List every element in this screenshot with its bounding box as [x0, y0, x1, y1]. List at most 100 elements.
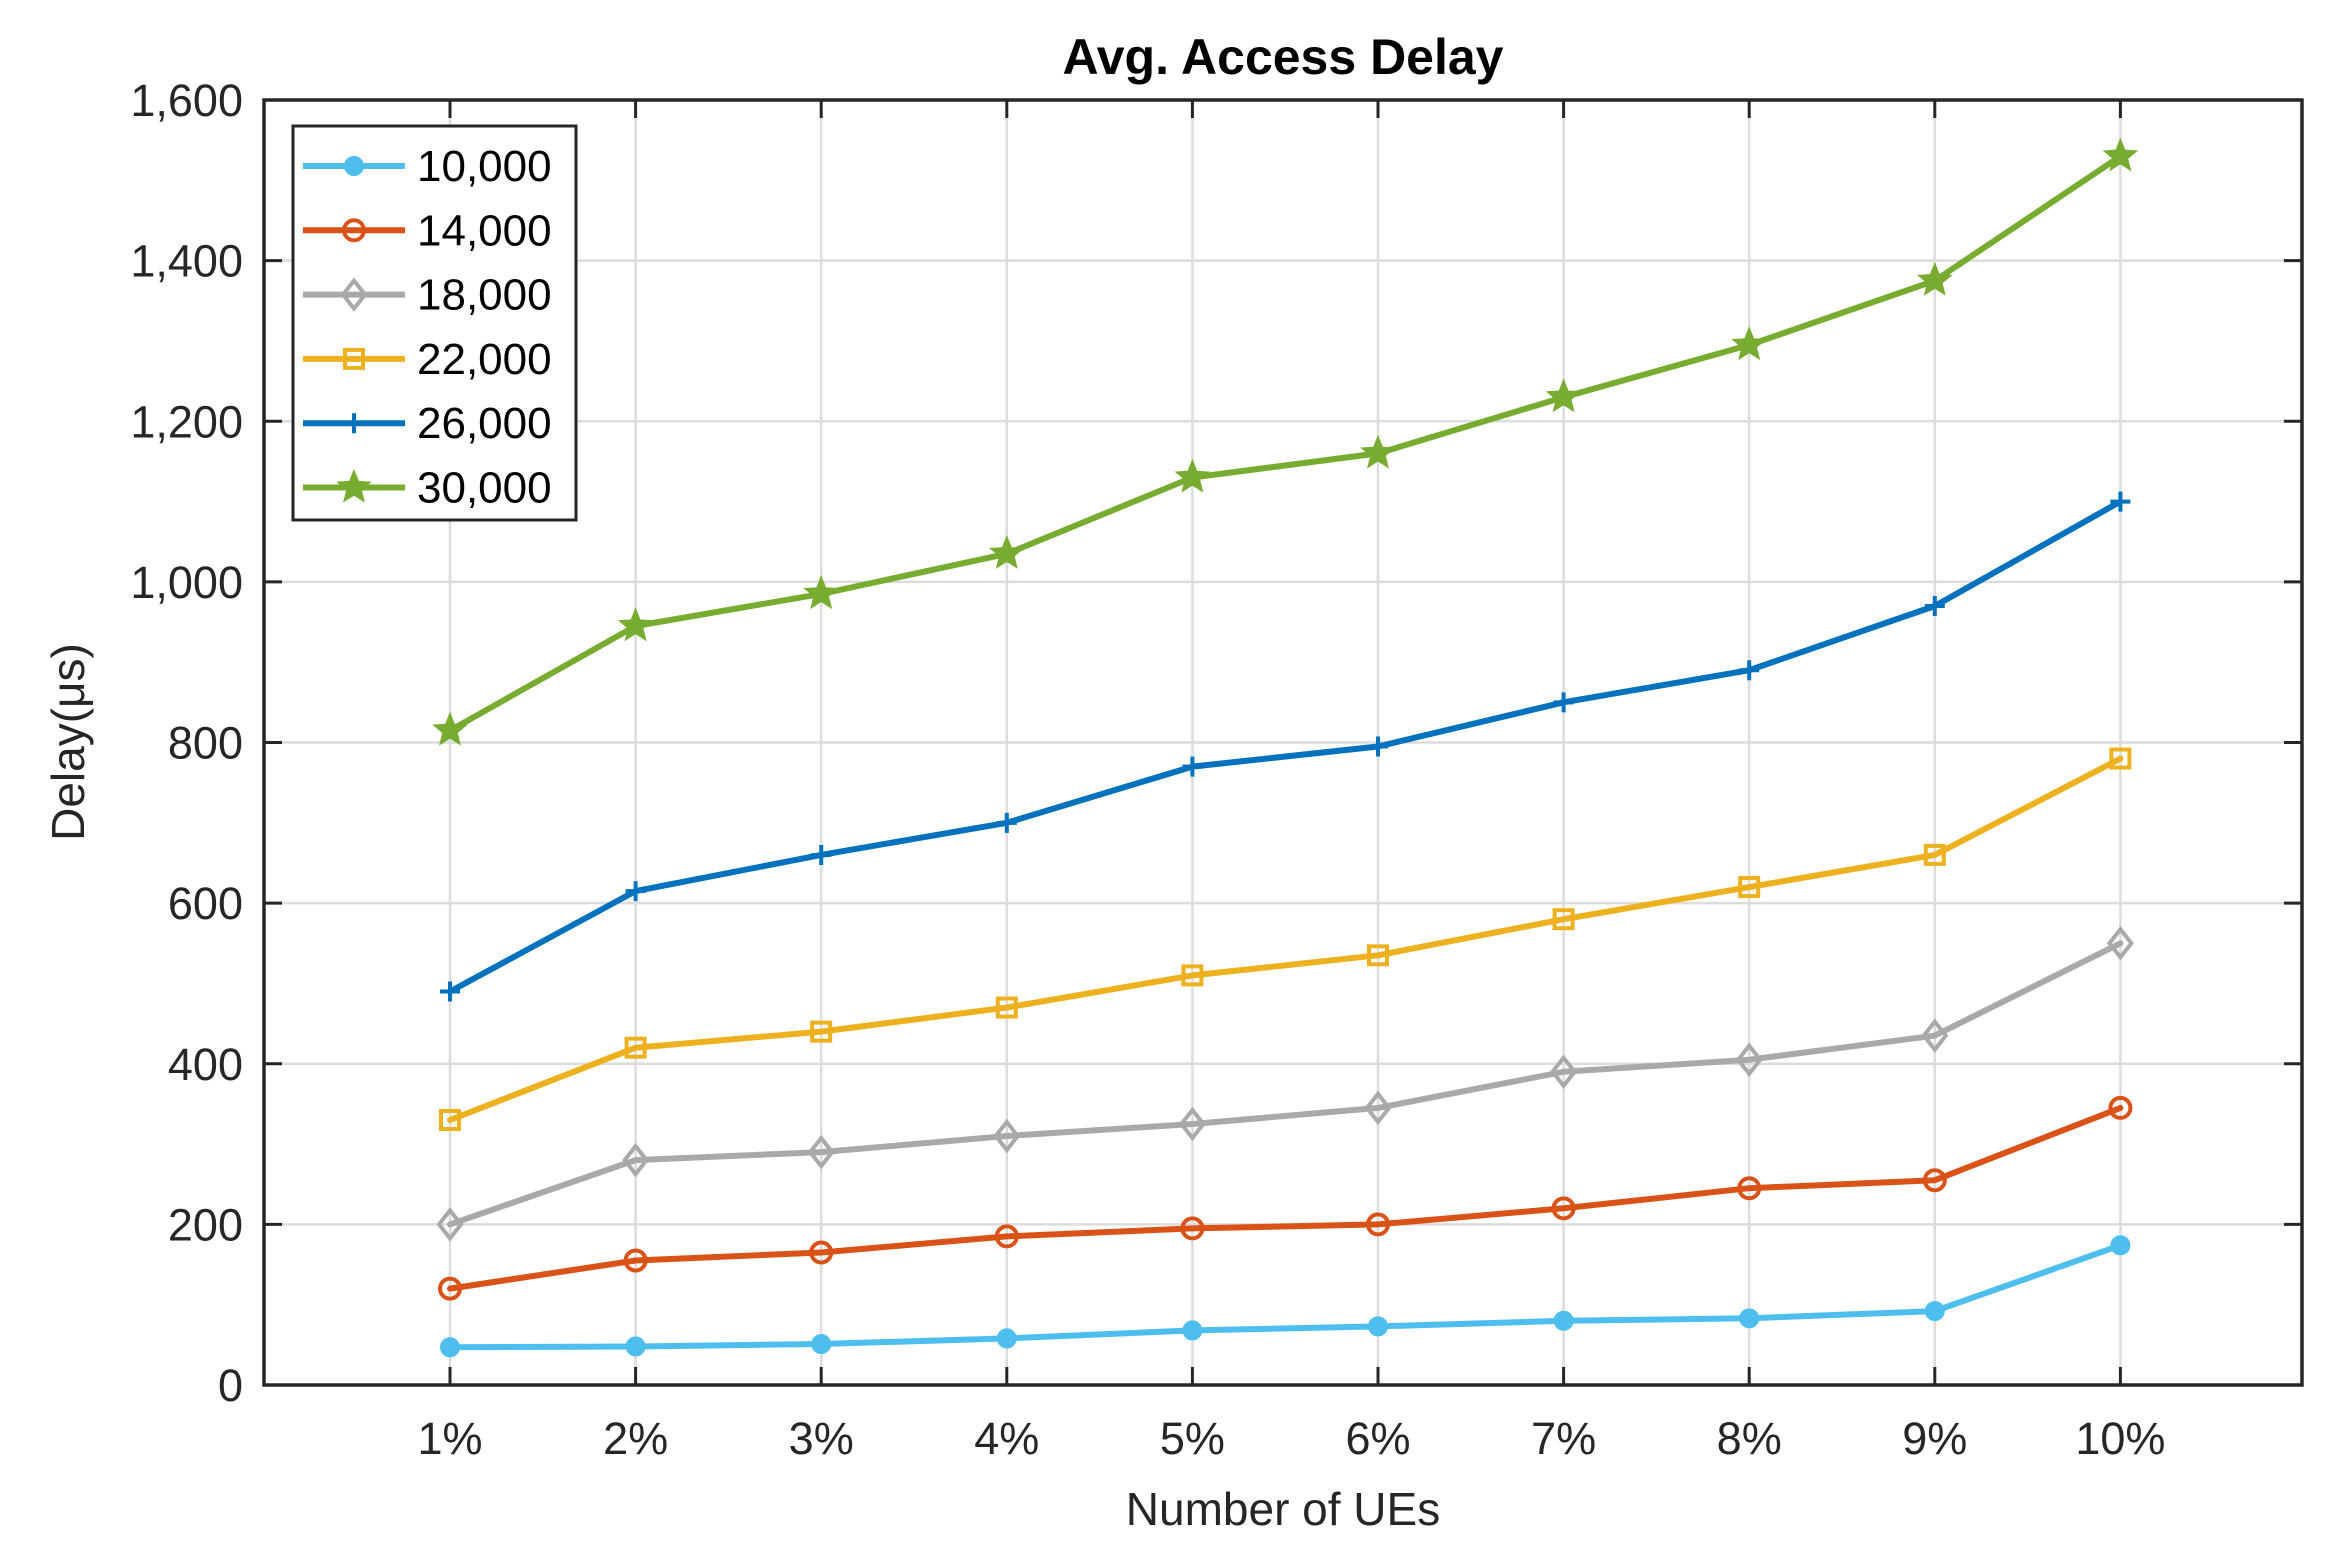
- x-tick-label: 10%: [2075, 1413, 2165, 1464]
- data-point: [1368, 1316, 1388, 1337]
- data-point: [432, 711, 468, 746]
- legend-label: 18,000: [417, 271, 552, 320]
- data-point: [809, 1240, 834, 1265]
- data-point: [1182, 756, 1203, 777]
- data-point: [625, 881, 646, 902]
- x-tick-label: 3%: [789, 1413, 854, 1464]
- data-point: [1924, 1301, 1945, 1322]
- data-point: [342, 218, 366, 243]
- data-point: [1545, 378, 1582, 413]
- data-point: [989, 535, 1025, 569]
- data-point: [1731, 326, 1767, 361]
- legend-label: 14,000: [417, 206, 552, 255]
- legend-item: 14,000: [303, 206, 552, 255]
- x-tick-label: 4%: [974, 1413, 1039, 1464]
- data-point: [1917, 261, 1953, 296]
- legend-item: 18,000: [303, 271, 552, 320]
- data-point: [1739, 1308, 1760, 1329]
- x-tick-label: 2%: [603, 1413, 668, 1464]
- legend-item: 22,000: [303, 335, 552, 384]
- x-tick-label: 9%: [1902, 1413, 1967, 1464]
- data-point: [336, 468, 372, 503]
- data-point: [1552, 908, 1575, 931]
- data-point: [2110, 1235, 2131, 1256]
- data-point: [440, 1337, 460, 1358]
- data-point: [344, 156, 364, 176]
- series-line: [447, 940, 2124, 1228]
- data-point: [1360, 434, 1396, 469]
- data-point: [436, 1207, 464, 1242]
- data-point: [1735, 1042, 1763, 1077]
- chart-title: Avg. Access Delay: [1063, 29, 1504, 85]
- legend-label: 10,000: [417, 142, 552, 191]
- data-point: [344, 413, 364, 434]
- data-point: [1366, 1212, 1390, 1237]
- y-tick-label: 1,400: [130, 236, 243, 287]
- data-point: [810, 1020, 833, 1043]
- data-point: [1367, 944, 1389, 967]
- x-axis-label: Number of UEs: [1126, 1483, 1440, 1535]
- y-tick-label: 0: [218, 1360, 243, 1411]
- data-point: [1737, 1176, 1762, 1201]
- series-line: [447, 755, 2124, 1123]
- axis-ticks: [264, 98, 2302, 1387]
- series-10000: [440, 1235, 2131, 1358]
- data-point: [1180, 1216, 1205, 1241]
- data-point: [1553, 1310, 1574, 1331]
- data-point: [1178, 1106, 1206, 1142]
- data-point: [617, 607, 654, 642]
- y-axis-label: Delay(μs): [42, 643, 94, 841]
- legend: 10,000 14,000 18,000 22,000 26,000 30,000: [291, 124, 578, 522]
- data-point: [1182, 1320, 1203, 1341]
- data-point: [994, 1224, 1019, 1249]
- data-point: [622, 1142, 650, 1178]
- data-point: [624, 1036, 647, 1059]
- data-point: [811, 844, 832, 865]
- series-line: [447, 498, 2124, 995]
- data-point: [440, 981, 460, 1002]
- data-point: [439, 1108, 461, 1131]
- series-26000: [440, 491, 2131, 1002]
- y-tick-label: 1,000: [130, 557, 243, 608]
- data-point: [1923, 843, 1946, 866]
- data-point: [2102, 137, 2139, 172]
- data-point: [1181, 964, 1204, 987]
- series-30000: [432, 137, 2139, 746]
- data-point: [2108, 1095, 2133, 1120]
- data-point: [2109, 747, 2132, 770]
- data-point: [343, 347, 365, 370]
- data-point: [623, 1248, 648, 1273]
- data-point: [1368, 736, 1388, 757]
- legend-item: 10,000: [303, 142, 552, 191]
- series-line: [447, 1104, 2124, 1292]
- data-point: [625, 1336, 646, 1357]
- data-point: [1739, 660, 1760, 681]
- legend-label: 22,000: [417, 335, 552, 384]
- data-point: [1550, 1054, 1578, 1090]
- data-point: [1921, 1018, 1949, 1053]
- data-point: [1924, 595, 1945, 616]
- data-point: [996, 812, 1017, 833]
- data-point: [1551, 1196, 1576, 1221]
- data-point: [993, 1118, 1021, 1154]
- data-point: [1553, 692, 1574, 713]
- data-point: [811, 1334, 832, 1355]
- series-18000: [436, 926, 2134, 1242]
- y-tick-label: 400: [168, 1039, 243, 1090]
- x-tick-labels: 1% 2% 3% 4% 5% 6% 7% 8% 9% 10%: [417, 1413, 2165, 1464]
- legend-item: 30,000: [303, 464, 552, 513]
- data-point: [1922, 1168, 1947, 1193]
- data-point: [340, 277, 368, 312]
- series-22000: [439, 747, 2132, 1131]
- data-point: [996, 1328, 1017, 1349]
- y-tick-label: 1,600: [130, 75, 243, 126]
- data-point: [807, 1134, 835, 1170]
- data-point: [1174, 458, 1211, 493]
- y-tick-labels: 0 200 400 600 800 1,000 1,200 1,400 1,600: [130, 75, 243, 1411]
- data-point: [2110, 491, 2131, 512]
- y-tick-label: 600: [168, 878, 243, 929]
- data-point: [1738, 876, 1761, 899]
- legend-label: 30,000: [417, 464, 552, 513]
- series-line: [447, 1242, 2124, 1351]
